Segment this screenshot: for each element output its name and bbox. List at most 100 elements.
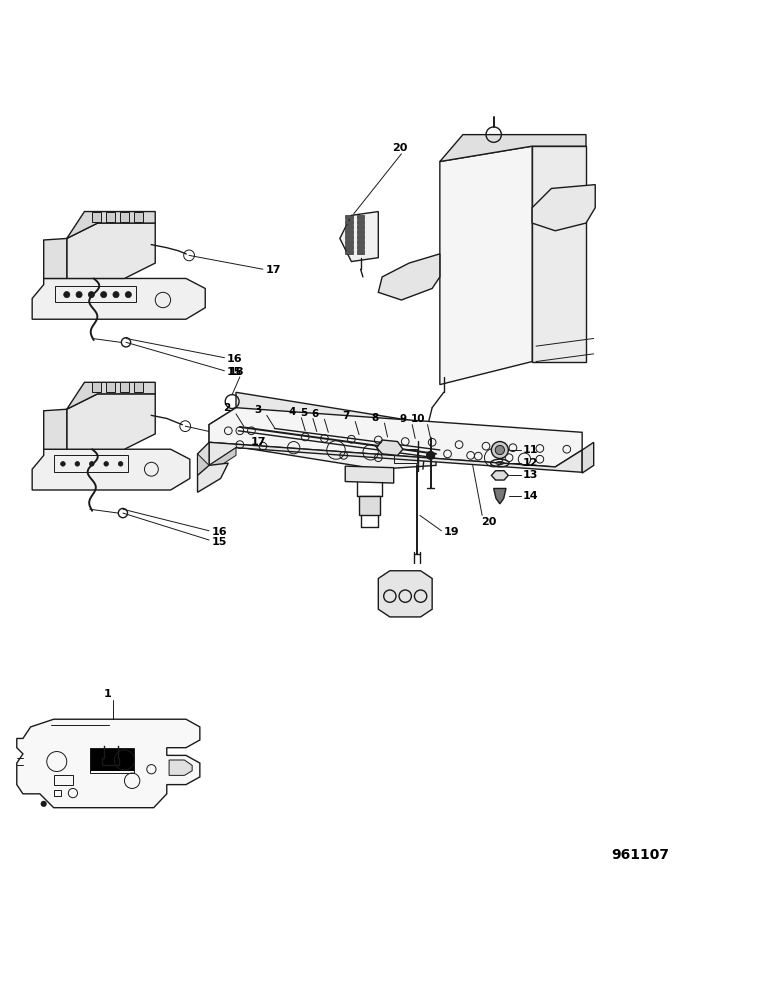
Text: 6: 6 (312, 409, 319, 419)
Bar (345, 235, 353, 239)
Circle shape (41, 801, 47, 807)
Circle shape (113, 292, 119, 298)
Text: 19: 19 (444, 527, 459, 537)
Bar (345, 215, 353, 219)
Text: 4: 4 (289, 407, 296, 417)
Polygon shape (340, 212, 378, 262)
Polygon shape (134, 212, 143, 222)
Polygon shape (532, 146, 586, 362)
Polygon shape (198, 442, 209, 475)
Polygon shape (44, 238, 66, 278)
Text: 16: 16 (227, 354, 242, 364)
Polygon shape (532, 185, 595, 231)
Circle shape (76, 292, 82, 298)
Polygon shape (198, 454, 209, 475)
Polygon shape (92, 382, 101, 392)
Text: 961107: 961107 (611, 848, 669, 862)
Bar (357, 235, 364, 239)
Text: 17: 17 (251, 437, 266, 447)
Polygon shape (120, 212, 129, 222)
Polygon shape (209, 448, 236, 473)
Polygon shape (106, 382, 115, 392)
Polygon shape (32, 449, 190, 490)
Polygon shape (582, 442, 594, 473)
Circle shape (75, 462, 80, 466)
Text: 18: 18 (229, 367, 244, 377)
Text: 17: 17 (266, 265, 282, 275)
Polygon shape (44, 409, 66, 449)
Text: 8: 8 (371, 413, 379, 423)
Polygon shape (134, 382, 143, 392)
Bar (345, 240, 353, 244)
Circle shape (61, 462, 66, 466)
Bar (394, 449, 417, 463)
Text: 11: 11 (523, 445, 538, 455)
Text: 1: 1 (103, 689, 111, 699)
Polygon shape (209, 442, 582, 472)
Polygon shape (209, 408, 436, 469)
Bar (357, 225, 364, 229)
Text: 10: 10 (411, 414, 425, 424)
Bar (357, 245, 364, 249)
Polygon shape (440, 135, 586, 162)
Polygon shape (106, 212, 115, 222)
Bar (345, 250, 353, 254)
Circle shape (495, 445, 504, 455)
Circle shape (64, 292, 69, 298)
Text: 20: 20 (482, 517, 496, 527)
Polygon shape (66, 212, 155, 238)
Polygon shape (66, 382, 155, 409)
Bar (357, 230, 364, 234)
Circle shape (104, 462, 109, 466)
Polygon shape (66, 394, 155, 449)
Bar (357, 240, 364, 244)
Bar (357, 220, 364, 224)
Text: 13: 13 (523, 470, 538, 480)
Text: 15: 15 (227, 367, 242, 377)
Circle shape (426, 451, 435, 460)
Bar (54, 775, 73, 785)
Polygon shape (120, 382, 129, 392)
Bar (54, 790, 62, 796)
Polygon shape (17, 719, 200, 808)
Polygon shape (92, 212, 101, 222)
Polygon shape (378, 254, 440, 300)
Text: 7: 7 (342, 411, 350, 421)
Text: 20: 20 (392, 143, 408, 153)
Text: 16: 16 (212, 527, 228, 537)
Polygon shape (236, 392, 436, 452)
Circle shape (492, 442, 508, 458)
Circle shape (100, 292, 107, 298)
Polygon shape (378, 571, 432, 617)
Bar (357, 215, 364, 219)
Bar (345, 230, 353, 234)
Text: 12: 12 (523, 458, 538, 468)
Text: 15: 15 (212, 537, 228, 547)
Polygon shape (492, 471, 508, 480)
Polygon shape (493, 488, 506, 504)
Polygon shape (345, 466, 394, 483)
Bar (90, 749, 134, 771)
Polygon shape (440, 146, 532, 385)
Polygon shape (66, 223, 155, 278)
Text: 9: 9 (399, 414, 407, 424)
Circle shape (90, 462, 94, 466)
Bar (345, 225, 353, 229)
Text: 14: 14 (523, 491, 539, 501)
Polygon shape (359, 496, 380, 515)
Polygon shape (32, 278, 205, 319)
Bar (345, 220, 353, 224)
Polygon shape (209, 408, 582, 467)
Bar (357, 250, 364, 254)
Polygon shape (169, 760, 192, 775)
Text: 5: 5 (300, 408, 307, 418)
Polygon shape (377, 440, 403, 455)
Circle shape (88, 292, 94, 298)
Bar (345, 245, 353, 249)
Circle shape (118, 462, 123, 466)
Polygon shape (198, 463, 229, 492)
Text: 2: 2 (223, 403, 230, 413)
Circle shape (125, 292, 131, 298)
Text: 3: 3 (254, 405, 261, 415)
Bar (90, 748, 134, 773)
